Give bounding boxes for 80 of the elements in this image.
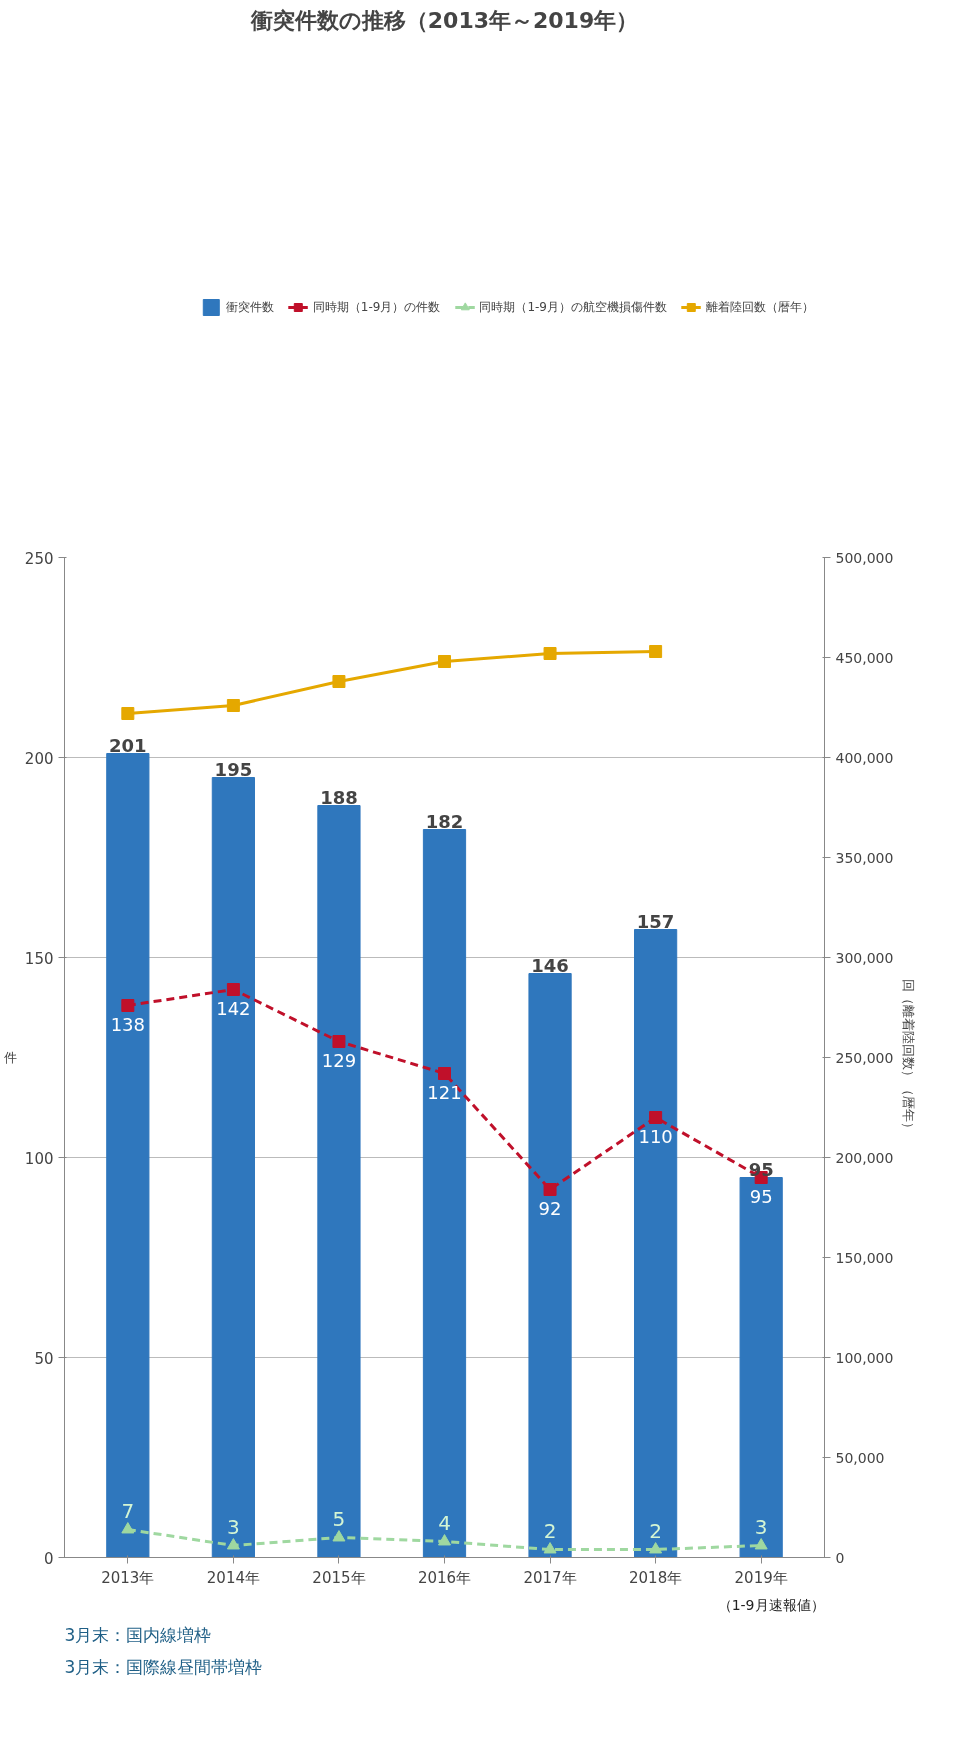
y2-tick-label: 0: [835, 1549, 845, 1566]
data-label: 110: [638, 1125, 673, 1147]
data-label: 129: [321, 1049, 357, 1071]
legend-label: 同時期（1-9月）の航空機損傷件数: [479, 298, 667, 316]
text: 3月末：国際線昼間帯増枠: [64, 1656, 263, 1677]
data-label: 188: [320, 786, 358, 808]
legend-label: 同時期（1-9月）の件数: [312, 298, 441, 316]
data-label: 146: [531, 954, 569, 976]
y2-tick-label: 200,000: [835, 1149, 894, 1166]
data-label: 92: [538, 1197, 562, 1219]
point: [332, 675, 346, 688]
x-tick-label: 2014年: [206, 1568, 260, 1587]
data-label: 157: [636, 910, 675, 932]
point: [121, 707, 135, 720]
bar: [211, 777, 255, 1558]
point: [438, 1534, 451, 1546]
point: [649, 645, 663, 658]
point: [121, 999, 135, 1012]
text: 3月末：国内線増枠: [64, 1624, 212, 1645]
point: [543, 1183, 557, 1196]
data-label: 95: [749, 1185, 773, 1207]
y-tick-label: 100: [24, 1149, 54, 1168]
bar: [634, 929, 678, 1558]
point: [438, 655, 451, 668]
x-tick-label: 2019年: [734, 1568, 788, 1587]
data-label: 7: [121, 1498, 135, 1523]
point: [226, 1538, 240, 1550]
point: [226, 983, 240, 996]
data-label: 138: [110, 1013, 146, 1035]
y2-tick-label: 300,000: [835, 949, 894, 966]
data-label: 182: [425, 810, 464, 832]
bar: [106, 753, 150, 1558]
y2-tick-label: 150,000: [835, 1249, 894, 1266]
data-label: 3: [754, 1514, 768, 1539]
data-label: 142: [216, 997, 251, 1019]
x-tick-label: 2013年: [101, 1568, 155, 1587]
bar: [422, 829, 467, 1558]
point: [543, 1542, 557, 1554]
legend-label: 離着陸回数（暦年）: [706, 298, 814, 316]
point: [649, 1542, 663, 1554]
point: [754, 1538, 768, 1550]
y2-axis-title: 回（離着陸回数）（暦年）: [901, 979, 917, 1136]
y-axis-title: 件: [3, 1050, 17, 1065]
bar: [317, 805, 361, 1558]
y2-tick-label: 100,000: [835, 1349, 894, 1366]
y2-tick-label: 400,000: [835, 749, 894, 766]
y-tick-label: 0: [43, 1549, 54, 1568]
text: （1-9月速報値）: [717, 1596, 825, 1613]
point: [438, 1067, 451, 1080]
data-label: 201: [109, 734, 147, 756]
data-label: 4: [438, 1510, 451, 1535]
y2-tick-label: 250,000: [835, 1049, 894, 1066]
y-tick-label: 200: [24, 749, 54, 768]
point: [543, 647, 557, 660]
data-label: 121: [427, 1081, 462, 1103]
y-tick-label: 250: [24, 549, 54, 568]
x-tick-label: 2018年: [629, 1568, 683, 1587]
point: [332, 1035, 346, 1048]
y-tick-label: 150: [24, 949, 54, 968]
y2-tick-label: 450,000: [835, 649, 894, 666]
y2-tick-label: 350,000: [835, 849, 894, 866]
y2-tick-label: 50,000: [835, 1449, 885, 1466]
x-tick-label: 2017年: [523, 1568, 577, 1587]
data-label: 3: [227, 1514, 240, 1539]
legend-label: 衝突件数: [225, 298, 274, 316]
bar: [739, 1177, 783, 1558]
data-label: 2: [543, 1518, 557, 1543]
chart-title: 衝突件数の推移（2013年～2019年）: [249, 7, 639, 33]
point: [649, 1111, 663, 1124]
point: [226, 699, 240, 712]
y2-tick-label: 500,000: [835, 549, 894, 566]
data-label: 2: [649, 1518, 662, 1543]
data-label: 195: [214, 758, 253, 780]
x-tick-label: 2015年: [312, 1568, 366, 1587]
data-label: 5: [332, 1506, 346, 1531]
point: [332, 1530, 346, 1542]
y-tick-label: 50: [34, 1349, 54, 1368]
x-tick-label: 2016年: [417, 1568, 472, 1587]
bar: [528, 973, 572, 1558]
point: [121, 1522, 135, 1534]
